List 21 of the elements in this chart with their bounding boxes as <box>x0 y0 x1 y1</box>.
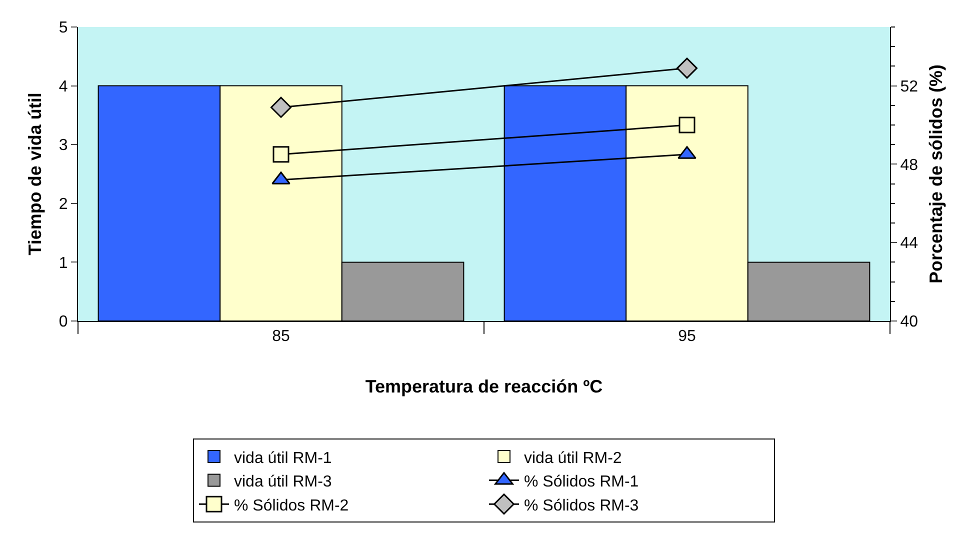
y-tick-label: 1 <box>58 254 68 272</box>
legend-label: vida útil RM-3 <box>234 474 332 491</box>
x-tick-label: 95 <box>678 328 696 346</box>
legend-label: vida útil RM-1 <box>234 450 332 467</box>
y-tick-label: 3 <box>58 137 68 154</box>
x-axis-title: Temperatura de reacción ºC <box>365 376 603 396</box>
y-tick-label: 4 <box>58 78 68 96</box>
y-axis-title: Tiempo de vida útil <box>25 92 46 256</box>
x-tick-label: 85 <box>272 328 290 346</box>
legend-label: % Sólidos RM-2 <box>234 497 349 514</box>
legend-label: % Sólidos RM-3 <box>524 497 639 514</box>
legend-label: % Sólidos RM-1 <box>524 474 639 491</box>
y2-tick-label: 40 <box>900 314 918 331</box>
y-tick-label: 0 <box>58 314 68 331</box>
y2-tick-label: 48 <box>900 156 918 174</box>
y-tick-label: 5 <box>58 20 68 37</box>
y2-tick-label: 52 <box>900 78 918 96</box>
y2-tick-label: 44 <box>900 235 918 252</box>
y2-axis-title: Porcentaje de sólidos (%) <box>926 64 946 284</box>
y-tick-label: 2 <box>58 196 68 213</box>
legend-label: vida útil RM-2 <box>524 450 622 467</box>
